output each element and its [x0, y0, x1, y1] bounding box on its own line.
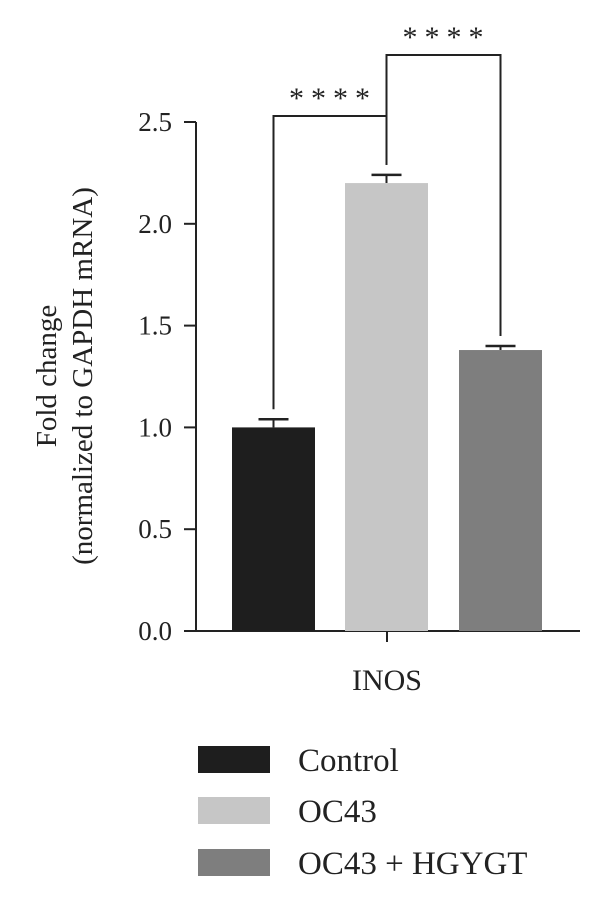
legend-swatch-control	[198, 746, 270, 773]
y-tick-label: 1.0	[138, 412, 172, 442]
significance-bracket	[385, 54, 502, 336]
bar-oc43-hgygt	[459, 350, 542, 631]
legend-swatch-oc43	[198, 797, 270, 824]
category-label: INOS	[352, 664, 422, 697]
y-axis-title-line-2: (normalized to GAPDH mRNA)	[67, 187, 99, 565]
y-tick-label: 1.5	[138, 311, 172, 341]
legend-label-oc43-hgygt: OC43 + HGYGT	[298, 846, 527, 882]
y-tick-label: 0.5	[138, 514, 172, 544]
bars	[232, 173, 542, 631]
significance-label: ****	[289, 82, 377, 115]
y-tick-label: 2.5	[138, 107, 172, 137]
significance-label: ****	[403, 21, 491, 54]
legend: Control OC43 OC43 + HGYGT	[198, 743, 527, 882]
y-tick-label: 0.0	[138, 616, 172, 646]
bar-oc43	[345, 183, 428, 631]
y-ticks: 0.0 0.5 1.0 1.5 2.0 2.5	[138, 107, 196, 646]
significance-brackets: **** ****	[272, 21, 502, 410]
bar-control	[232, 427, 315, 631]
legend-label-control: Control	[298, 743, 399, 779]
y-tick-label: 2.0	[138, 209, 172, 239]
legend-swatch-oc43-hgygt	[198, 849, 270, 876]
legend-label-oc43: OC43	[298, 794, 377, 830]
y-axis-title-line-1: Fold change	[31, 305, 63, 448]
